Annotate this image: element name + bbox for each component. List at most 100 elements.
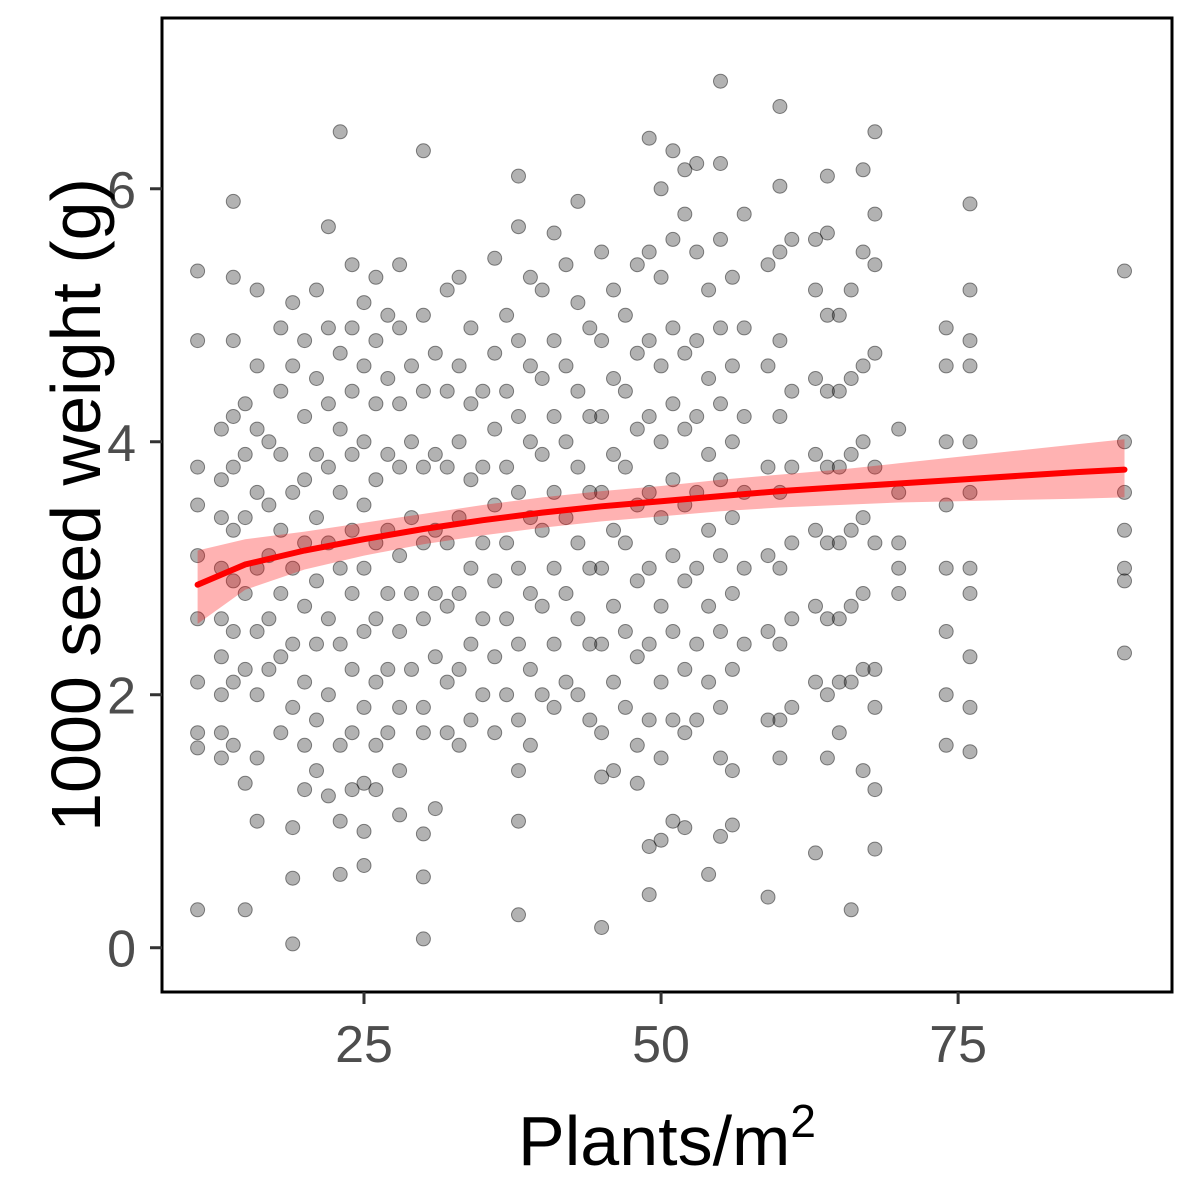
data-point <box>522 434 538 450</box>
data-point <box>213 750 229 766</box>
data-point <box>962 358 978 374</box>
data-point <box>938 624 954 639</box>
data-point <box>427 801 443 817</box>
data-point <box>392 548 408 564</box>
data-point <box>225 522 241 538</box>
data-point <box>606 598 621 614</box>
data-point <box>332 866 348 882</box>
data-point <box>808 446 823 462</box>
fit-line <box>194 466 1128 588</box>
data-point <box>546 333 562 349</box>
data-point <box>677 206 693 222</box>
data-point <box>213 510 229 526</box>
points-layer <box>190 73 1132 952</box>
data-point <box>534 687 550 703</box>
data-point <box>273 586 289 601</box>
data-point <box>855 763 871 779</box>
data-point <box>380 725 396 741</box>
data-point <box>213 725 229 741</box>
data-point <box>772 750 788 766</box>
data-point <box>677 573 693 589</box>
data-point <box>522 269 538 285</box>
data-point <box>962 484 978 500</box>
data-point <box>356 560 372 576</box>
data-point <box>320 788 336 804</box>
data-point <box>415 826 431 842</box>
data-point <box>368 333 384 349</box>
data-point <box>701 522 717 538</box>
data-point <box>808 522 823 538</box>
data-point <box>831 307 847 323</box>
data-point <box>344 661 360 677</box>
data-point <box>439 459 455 475</box>
data-point <box>582 484 598 500</box>
data-point <box>499 307 515 323</box>
data-point <box>487 497 503 513</box>
data-point <box>249 624 265 639</box>
data-point <box>190 497 206 513</box>
data-point <box>736 409 752 424</box>
data-point <box>190 902 206 918</box>
data-point <box>617 699 633 715</box>
data-point <box>641 333 657 349</box>
data-point <box>736 320 752 336</box>
data-point <box>570 193 586 209</box>
data-point <box>344 586 360 601</box>
data-point <box>356 358 372 374</box>
data-point <box>808 845 823 861</box>
data-point <box>415 699 431 715</box>
data-point <box>1117 484 1132 500</box>
x-tick-label: 75 <box>929 1016 987 1074</box>
data-point <box>653 434 669 450</box>
data-point <box>546 636 562 652</box>
data-point <box>285 820 301 836</box>
data-point <box>629 345 645 361</box>
data-point <box>534 371 550 386</box>
data-point <box>249 282 265 298</box>
data-point <box>249 687 265 703</box>
data-point <box>819 307 835 323</box>
data-point <box>225 409 241 424</box>
data-point <box>701 446 717 462</box>
data-point <box>760 712 776 728</box>
data-point <box>629 775 645 791</box>
data-point <box>701 371 717 386</box>
data-point <box>867 206 883 222</box>
data-point <box>843 674 859 690</box>
data-point <box>713 548 728 564</box>
data-point <box>534 446 550 462</box>
data-point <box>1117 434 1132 450</box>
data-point <box>297 598 313 614</box>
data-point <box>380 661 396 677</box>
data-point <box>356 699 372 715</box>
data-point <box>677 661 693 677</box>
data-point <box>392 699 408 715</box>
data-point <box>558 434 574 450</box>
data-point <box>653 598 669 614</box>
data-point <box>273 649 289 665</box>
data-point <box>249 813 265 829</box>
data-point <box>570 611 586 627</box>
data-point <box>819 383 835 399</box>
data-point <box>190 611 206 627</box>
data-point <box>225 737 241 753</box>
data-point <box>297 409 313 424</box>
data-point <box>665 624 681 639</box>
data-point <box>368 782 384 798</box>
data-point <box>285 295 301 311</box>
data-point <box>511 409 526 424</box>
data-point <box>689 244 705 260</box>
data-point <box>225 193 241 209</box>
data-point <box>522 358 538 374</box>
data-point <box>677 820 693 836</box>
data-point <box>843 902 859 918</box>
data-point <box>368 269 384 285</box>
data-point <box>606 282 621 298</box>
data-point <box>415 725 431 741</box>
data-point <box>665 472 681 488</box>
data-point <box>392 257 408 273</box>
data-point <box>582 560 598 576</box>
data-point <box>831 459 847 475</box>
data-point <box>891 421 907 437</box>
data-point <box>772 636 788 652</box>
